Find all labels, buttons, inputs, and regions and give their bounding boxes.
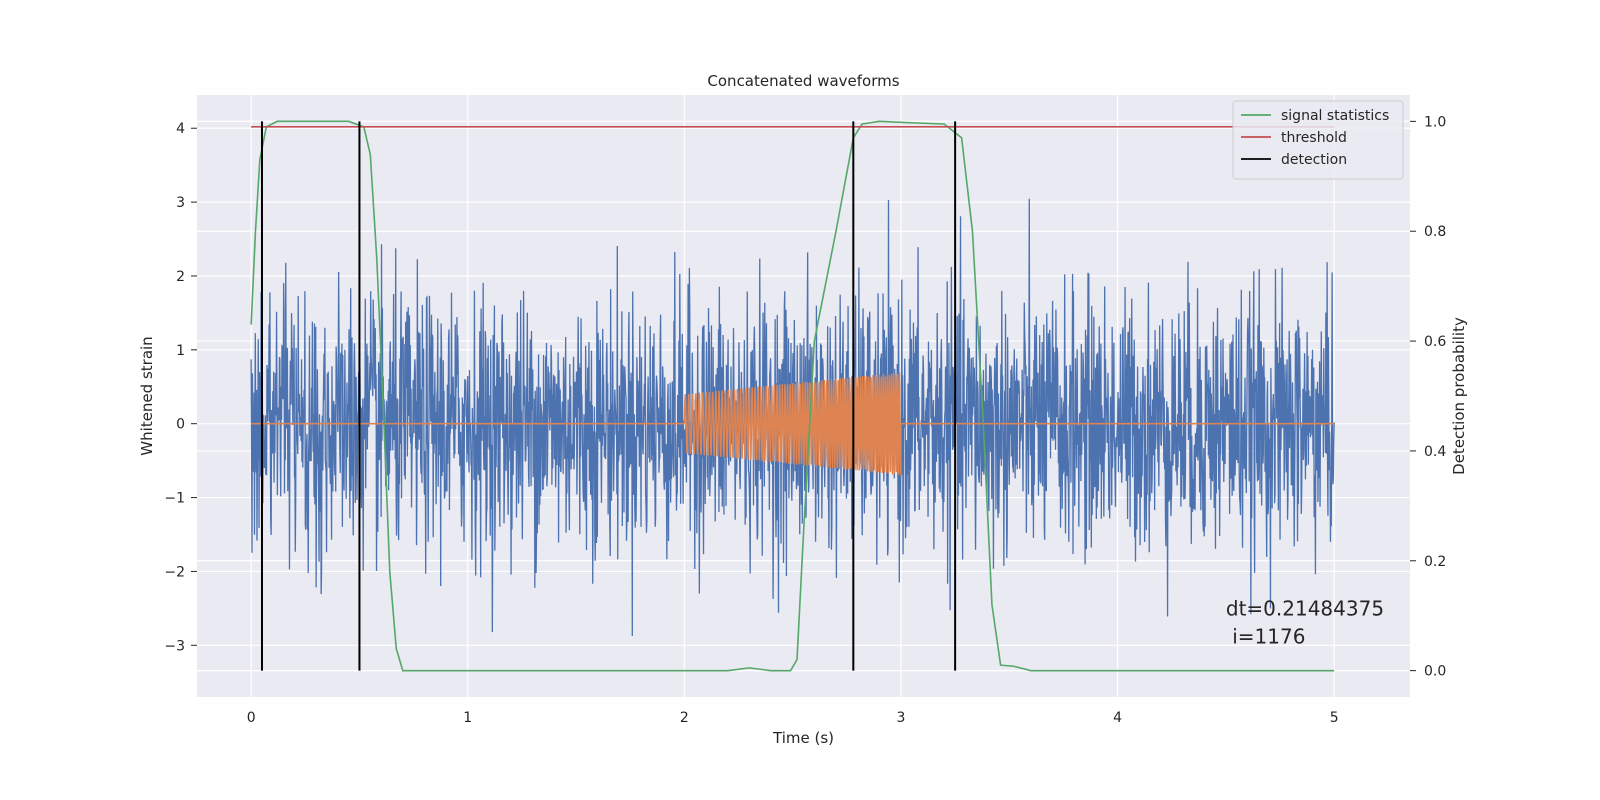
y-tick-label: 0 [176, 417, 185, 433]
x-tick-label: 4 [1113, 710, 1122, 726]
y2-tick-label: 0.8 [1424, 224, 1446, 240]
annotation-dt: dt=0.21484375 [1226, 597, 1384, 621]
x-tick-label: 5 [1330, 710, 1339, 726]
legend-label-signal-statistics: signal statistics [1281, 108, 1389, 124]
legend-label-detection: detection [1281, 152, 1347, 168]
legend-label-threshold: threshold [1281, 130, 1347, 146]
y-tick-label: −1 [164, 491, 185, 507]
injection-chirp-series [683, 372, 902, 476]
signal-statistics-series [250, 120, 1335, 672]
y-tick-label: −2 [164, 564, 185, 580]
x-tick-label: 0 [247, 710, 256, 726]
y-tick-label: 2 [176, 269, 185, 285]
x-tick-label: 1 [463, 710, 472, 726]
x-axis-label: Time (s) [772, 729, 834, 747]
y-tick-label: 4 [176, 121, 185, 137]
y-tick-label: 1 [176, 343, 185, 359]
y2-axis-label: Detection probability [1450, 317, 1468, 475]
legend-box [1232, 100, 1404, 180]
legend: signal statistics threshold detection [1232, 100, 1404, 180]
y2-tick-label: 0.0 [1424, 664, 1446, 680]
y2-tick-label: 0.2 [1424, 554, 1446, 570]
whitened-strain-series [250, 198, 1335, 637]
chart-title: Concatenated waveforms [707, 72, 899, 90]
y2-tick-label: 0.4 [1424, 444, 1446, 460]
y-tick-label: 3 [176, 195, 185, 211]
y-tick-label: −3 [164, 638, 185, 654]
y2-tick-label: 0.6 [1424, 334, 1446, 350]
x-tick-label: 2 [680, 710, 689, 726]
data-layer [250, 120, 1335, 672]
y2-tick-label: 1.0 [1424, 114, 1446, 130]
annotation-i: i=1176 [1226, 625, 1306, 649]
x-tick-label: 3 [897, 710, 906, 726]
y-axis-label: Whitened strain [138, 336, 156, 455]
tick-layer: 0 1 2 3 4 5 −3 −2 −1 0 1 2 3 4 0.0 0.2 0.4 0.6 0.8 1.0 [164, 114, 1446, 726]
